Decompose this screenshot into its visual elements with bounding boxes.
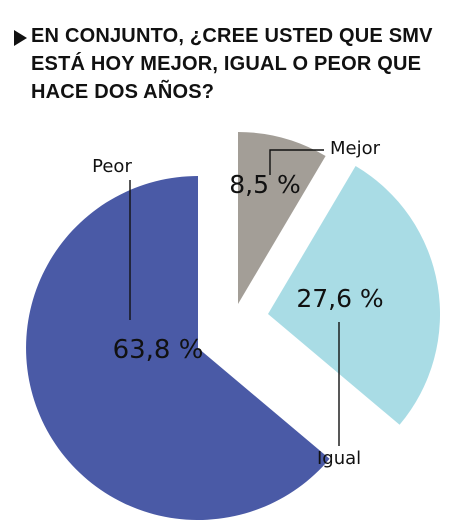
value-label-peor: 63,8 % [113, 335, 204, 365]
category-label-mejor: Mejor [330, 138, 381, 159]
value-label-mejor: 8,5 % [229, 170, 300, 199]
leader-line-mejor [269, 149, 324, 175]
title-arrow-icon [14, 30, 27, 46]
pie-slice-igual [268, 166, 441, 425]
pie-slice-peor [26, 176, 330, 520]
pie-slice-mejor [238, 132, 326, 304]
title-text: EN CONJUNTO, ¿CREE USTED QUE SMV ESTÁ HO… [31, 25, 433, 103]
value-label-igual: 27,6 % [296, 284, 383, 313]
category-label-peor: Peor [92, 156, 132, 177]
category-label-igual: Igual [317, 448, 361, 469]
